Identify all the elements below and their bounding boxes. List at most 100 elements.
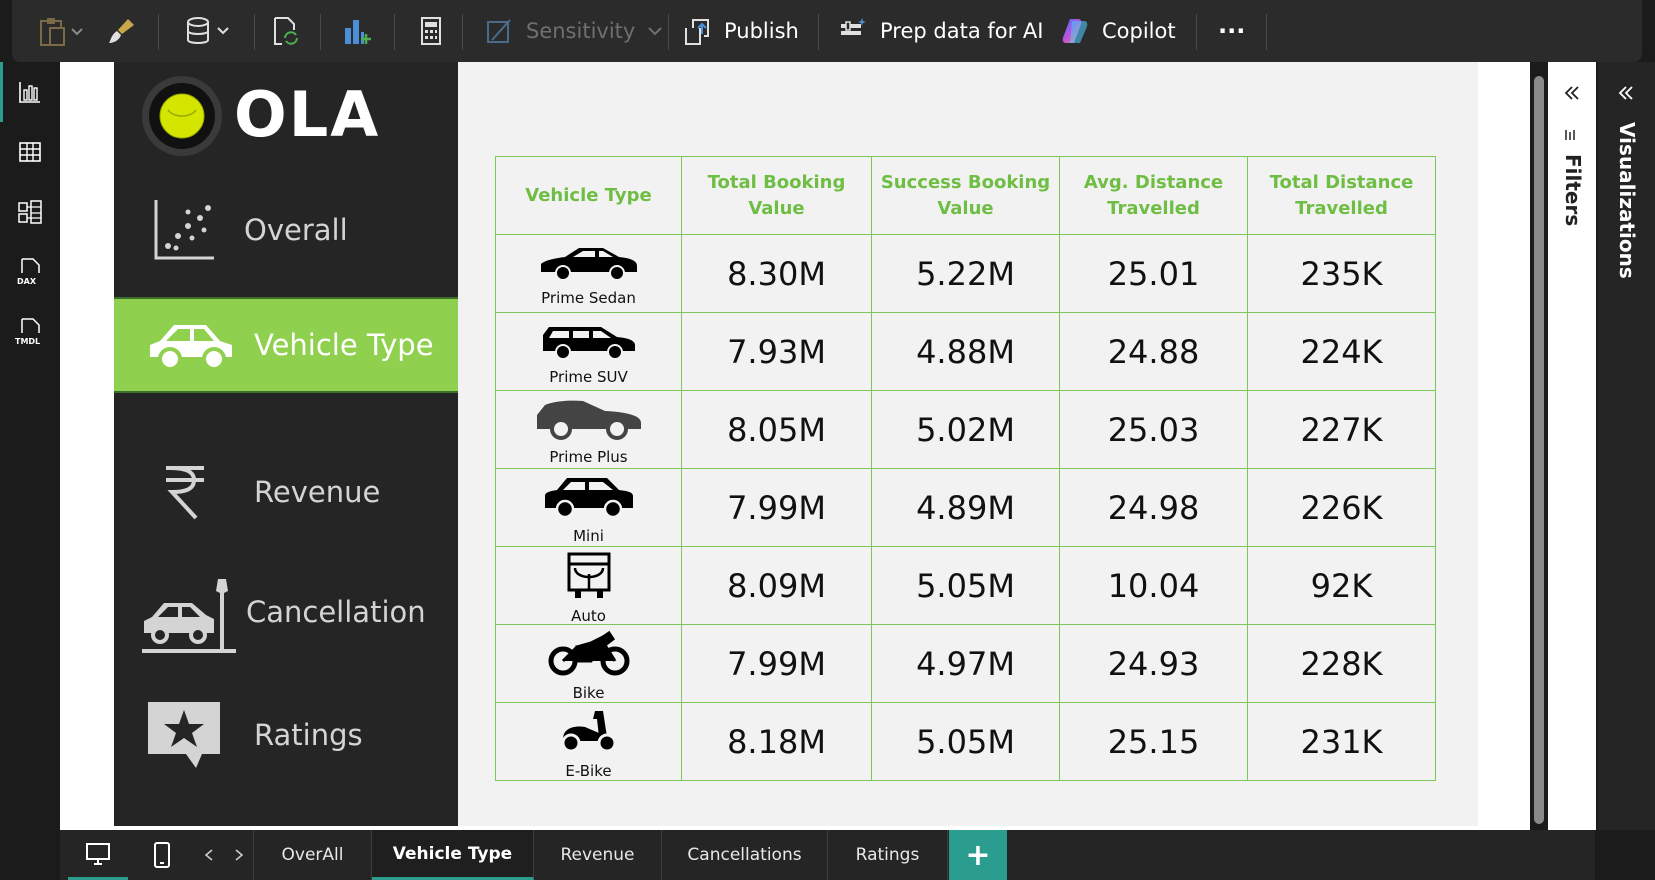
sedan-icon [540,247,637,281]
tmdl-file-icon: TMDL [15,318,40,346]
nav-vehicle-type[interactable]: Vehicle Type [114,297,458,393]
paste-button[interactable] [38,0,92,62]
motorbike-icon [548,630,629,675]
nav-ratings-label: Ratings [254,717,363,752]
table-row: Mini 7.99M 4.89M 24.98 226K [495,468,1436,547]
model-view-button[interactable] [0,187,60,237]
publish-icon [685,19,709,45]
publish-button[interactable]: Publish [682,0,799,62]
visualizations-pane[interactable]: Visualizations [1598,62,1655,830]
total-booking-value: 7.93M [681,312,872,391]
filters-pane[interactable]: Filters [1548,62,1596,830]
report-view-button[interactable] [0,67,60,117]
collapse-chevrons-icon[interactable] [1563,84,1581,102]
visualizations-label: Visualizations [1615,122,1639,279]
star-review-icon [148,701,220,768]
success-booking-value: 5.05M [871,702,1060,781]
tab-cancellations[interactable]: Cancellations [662,830,828,880]
get-data-button[interactable] [184,0,236,62]
prep-data-for-ai-button[interactable]: Prep data for AI [838,0,1043,62]
avg-distance-travelled: 24.93 [1059,624,1248,703]
view-rail: DAX TMDL [0,62,60,830]
header-success-booking-value[interactable]: Success Booking Value [871,156,1060,235]
tab-ratings[interactable]: Ratings [828,830,948,880]
header-vehicle-type[interactable]: Vehicle Type [495,156,682,235]
add-page-button[interactable]: + [949,830,1007,880]
header-avg-distance-travelled[interactable]: Avg. Distance Travelled [1059,156,1248,235]
chevron-down-icon [648,27,663,36]
tmdl-label: TMDL [15,337,40,346]
nav-cancellation-label: Cancellation [246,595,426,629]
dax-query-view-button[interactable]: DAX [0,247,60,297]
scrollbar-thumb[interactable] [1534,76,1544,824]
table-row: E-Bike 8.18M 5.05M 25.15 231K [495,702,1436,781]
vehicle-cell: Prime Sedan [495,234,682,313]
format-painter-button[interactable] [106,0,136,62]
tab-revenue[interactable]: Revenue [534,830,662,880]
scatter-chart-icon [154,199,214,259]
desktop-layout-button[interactable] [68,830,128,880]
tmdl-view-button[interactable]: TMDL [0,307,60,357]
avg-distance-travelled: 24.88 [1059,312,1248,391]
chevron-left-icon [204,849,213,861]
car-icon [150,325,232,371]
tab-overall[interactable]: OverAll [254,830,372,880]
more-options-button[interactable]: ··· [1218,0,1245,62]
vehicle-cell: Bike [495,624,682,703]
copilot-button[interactable]: Copilot [1058,0,1176,62]
page-tab-bar: OverAll Vehicle Type Revenue Cancellatio… [60,830,1595,880]
vehicle-cell: Prime SUV [495,312,682,391]
total-distance-travelled: 231K [1247,702,1436,781]
header-total-distance-travelled[interactable]: Total Distance Travelled [1247,156,1436,235]
nav-overall-label: Overall [244,212,348,247]
success-booking-value: 5.05M [871,546,1060,625]
sensitivity-button[interactable]: Sensitivity [484,0,663,62]
tab-vehicle-type[interactable]: Vehicle Type [372,830,534,880]
copilot-icon [1062,19,1088,43]
table-header-row: Vehicle Type Total Booking Value Success… [495,156,1436,235]
nav-overall[interactable]: Overall [114,172,458,287]
mobile-phone-icon [154,842,170,868]
success-booking-value: 4.88M [871,312,1060,391]
vehicle-name: Auto [571,606,606,625]
model-icon [18,200,42,224]
vehicle-name: E-Bike [565,761,612,780]
more-options-label: ··· [1218,17,1246,45]
header-total-booking-value[interactable]: Total Booking Value [681,156,872,235]
total-distance-travelled: 228K [1247,624,1436,703]
database-icon [187,17,229,44]
prep-data-label: Prep data for AI [880,19,1044,43]
paintbrush-icon [109,19,134,43]
total-booking-value: 8.05M [681,390,872,469]
next-page-button[interactable] [224,830,254,880]
auto-rickshaw-icon [567,552,610,598]
refresh-icon [274,17,298,45]
canvas-scrollbar[interactable] [1530,62,1548,830]
avg-distance-travelled: 25.15 [1059,702,1248,781]
sensitivity-label: Sensitivity [526,19,636,43]
avg-distance-travelled: 25.03 [1059,390,1248,469]
table-view-button[interactable] [0,127,60,177]
success-booking-value: 5.22M [871,234,1060,313]
new-visual-icon [345,20,371,44]
vehicle-type-table: Vehicle Type Total Booking Value Success… [495,156,1436,781]
total-booking-value: 8.09M [681,546,872,625]
previous-page-button[interactable] [194,830,224,880]
nav-vehicle-type-label: Vehicle Type [254,328,434,362]
vehicle-name: Prime Plus [549,447,628,466]
nav-revenue[interactable]: Revenue [114,442,458,542]
clipboard-icon [40,18,83,46]
new-measure-button[interactable] [416,0,446,62]
new-visual-button[interactable] [342,0,372,62]
nav-ratings[interactable]: Ratings [114,687,458,782]
mobile-layout-button[interactable] [132,830,192,880]
refresh-button[interactable] [270,0,300,62]
calculator-icon [421,17,441,45]
success-booking-value: 4.97M [871,624,1060,703]
vehicle-cell: Mini [495,468,682,547]
nav-cancellation[interactable]: Cancellation [114,542,458,682]
collapse-chevrons-icon[interactable] [1617,84,1635,102]
publish-label: Publish [724,19,799,43]
nav-revenue-label: Revenue [254,475,381,509]
ola-logo-icon [142,76,222,156]
